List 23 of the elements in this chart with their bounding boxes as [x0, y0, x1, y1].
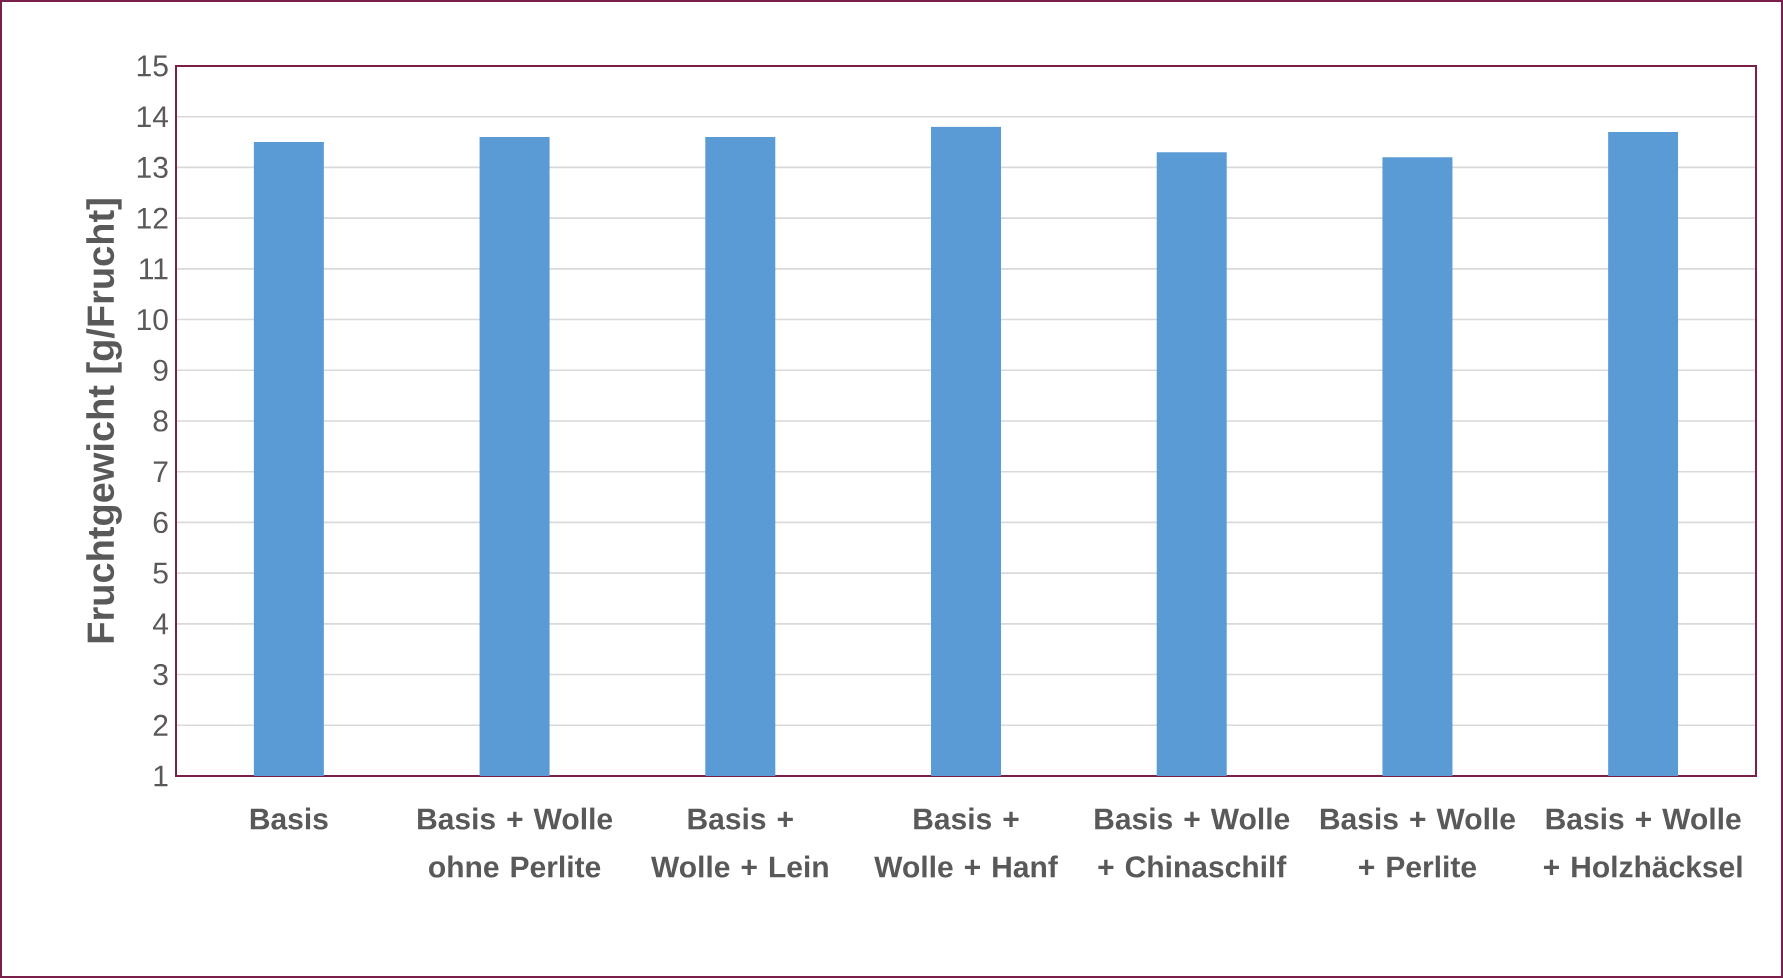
y-tick-label: 4 — [152, 613, 169, 635]
x-tick-label: Basis + Wolle ohne Perlite — [418, 807, 613, 878]
y-tick-label: 10 — [137, 308, 168, 331]
y-tick-label: 13 — [137, 156, 168, 179]
y-tick-label: 7 — [153, 461, 168, 483]
y-tick-label: 8 — [153, 410, 168, 432]
y-tick-label: 9 — [153, 359, 168, 381]
x-tick-label: Basis — [250, 807, 328, 830]
y-tick-label: 14 — [137, 106, 169, 128]
y-tick-label: 6 — [153, 511, 168, 534]
y-tick-label: 11 — [140, 258, 168, 280]
y-tick-label: 5 — [153, 562, 168, 584]
y-tick-label: 3 — [153, 663, 168, 686]
x-tick-label: Basis + Wolle + Chinaschilf — [1095, 807, 1290, 878]
y-tick-label: 2 — [153, 714, 168, 736]
y-tick-label: 12 — [137, 207, 168, 229]
y-axis-title: Fruchtgewicht [g/Frucht] — [86, 199, 122, 643]
x-tick-label: Basis + Wolle + Lein — [651, 807, 828, 878]
y-tick-label: 1 — [154, 765, 168, 787]
y-tick-label: 15 — [137, 55, 168, 77]
x-tick-label: Basis + Wolle + Holzhäcksel — [1543, 807, 1742, 878]
x-tick-label: Basis + Wolle + Perlite — [1320, 807, 1515, 878]
x-tick-label: Basis + Wolle + Hanf — [874, 807, 1058, 878]
